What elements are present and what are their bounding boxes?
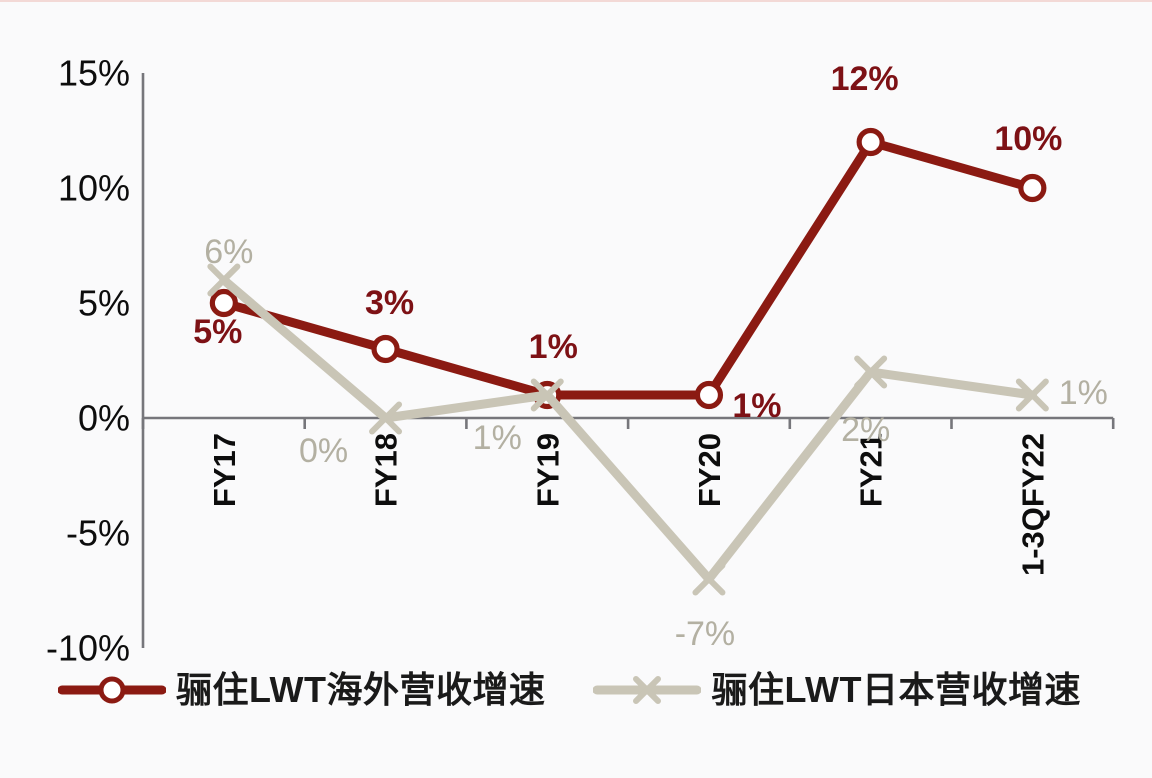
data-point-x-marker	[854, 355, 888, 389]
legend-label-japan: 骊住LWT日本营收增速	[711, 669, 1081, 710]
data-point-circle-marker	[856, 127, 885, 157]
data-point-x-marker	[1015, 378, 1049, 412]
data-point-circle-marker	[371, 334, 400, 364]
legend-label-overseas: 骊住LWT海外营收增速	[176, 669, 546, 710]
data-point-x-marker	[692, 562, 726, 596]
data-point-circle-marker	[694, 380, 724, 410]
x-tick-label: FY19	[530, 433, 565, 507]
y-tick-label: 15%	[58, 53, 130, 94]
legend-item-japan: 骊住LWT日本营收增速	[593, 666, 1080, 714]
y-tick-label: 0%	[78, 398, 130, 439]
data-label: 1%	[732, 387, 781, 425]
data-point-circle-marker	[209, 288, 238, 318]
data-label: 5%	[193, 313, 242, 351]
series-1	[207, 263, 1049, 596]
data-label: 10%	[994, 120, 1062, 158]
data-point-x-marker	[207, 263, 241, 297]
legend-line-circle-icon	[58, 676, 166, 704]
data-label: 1%	[529, 328, 578, 366]
series-0	[209, 127, 1047, 410]
x-tick-label: FY21	[854, 433, 889, 507]
data-point-circle-marker	[1018, 173, 1047, 203]
data-label: 2%	[841, 411, 890, 449]
y-tick-label: 10%	[58, 168, 130, 209]
y-tick-label: -10%	[46, 628, 130, 669]
x-tick-label: FY18	[369, 433, 404, 507]
data-point-x-marker	[369, 401, 403, 435]
y-tick-label: 5%	[78, 283, 130, 324]
data-label: 12%	[831, 60, 899, 98]
data-label: -7%	[675, 615, 735, 653]
x-tick-label: FY17	[207, 433, 242, 507]
data-point-x-marker	[530, 378, 564, 412]
y-tick-label: -5%	[66, 513, 130, 554]
x-tick-label: FY20	[692, 433, 727, 507]
data-label: 3%	[365, 284, 414, 322]
x-tick-label: 1-3QFY22	[1015, 433, 1050, 576]
legend-item-overseas: 骊住LWT海外营收增速	[58, 666, 545, 714]
series-line	[219, 275, 1037, 584]
top-edge-accent	[0, 0, 1152, 2]
series-line	[219, 137, 1037, 400]
data-label: 1%	[1059, 374, 1108, 412]
data-label: 0%	[299, 432, 348, 470]
chart-legend: 骊住LWT海外营收增速 骊住LWT日本营收增速	[58, 666, 1138, 714]
legend-line-x-icon	[593, 676, 702, 704]
data-label: 1%	[473, 419, 522, 457]
data-label: 6%	[204, 233, 253, 271]
